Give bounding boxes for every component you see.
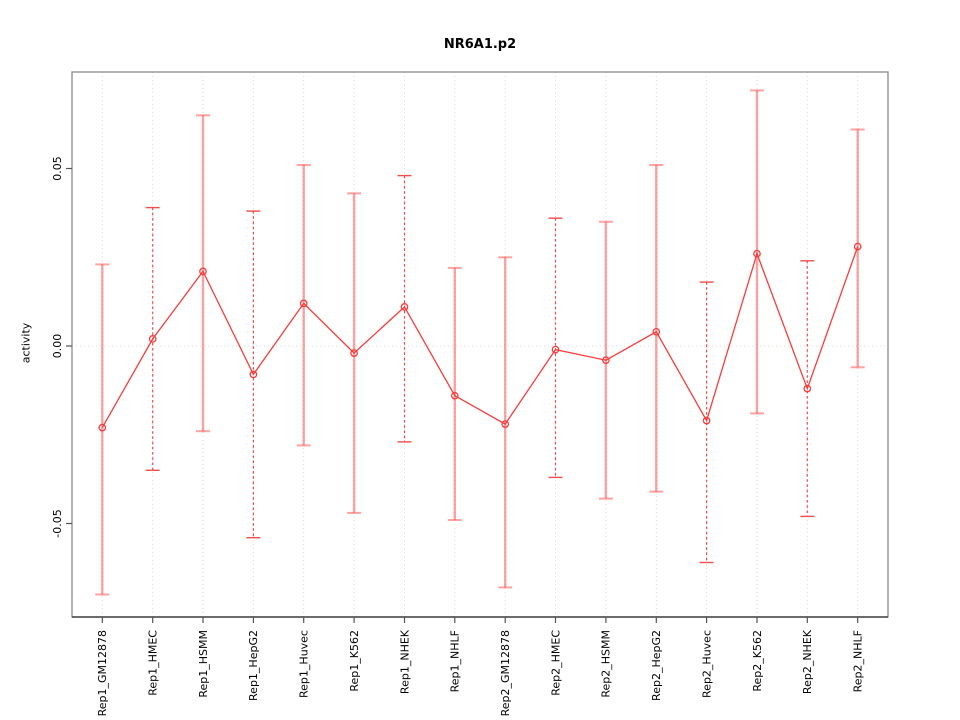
- svg-text:Rep1_HSMM: Rep1_HSMM: [197, 630, 210, 698]
- svg-text:Rep1_NHLF: Rep1_NHLF: [449, 630, 462, 692]
- svg-text:Rep1_Huvec: Rep1_Huvec: [298, 630, 311, 698]
- svg-text:Rep1_K562: Rep1_K562: [348, 630, 361, 692]
- svg-text:Rep1_HMEC: Rep1_HMEC: [147, 630, 160, 696]
- svg-text:Rep2_HepG2: Rep2_HepG2: [650, 630, 663, 701]
- plot-frame: [71, 71, 889, 618]
- svg-text:0.05: 0.05: [51, 156, 64, 181]
- chart-title: NR6A1.p2: [443, 37, 517, 52]
- error-bars: [95, 89, 865, 596]
- svg-text:Rep2_K562: Rep2_K562: [751, 630, 764, 692]
- data-points: [98, 242, 862, 432]
- svg-text:Rep2_HSMM: Rep2_HSMM: [600, 630, 613, 698]
- svg-text:Rep1_NHEK: Rep1_NHEK: [398, 629, 411, 694]
- svg-text:Rep1_HepG2: Rep1_HepG2: [247, 630, 260, 701]
- svg-text:-0.05: -0.05: [51, 509, 64, 537]
- svg-text:Rep2_HMEC: Rep2_HMEC: [549, 630, 562, 696]
- svg-text:Rep1_GM12878: Rep1_GM12878: [96, 630, 109, 716]
- gridlines: [72, 72, 888, 617]
- svg-text:Rep2_Huvec: Rep2_Huvec: [700, 630, 713, 698]
- svg-text:Rep2_NHEK: Rep2_NHEK: [801, 629, 814, 694]
- series-line: [101, 246, 859, 428]
- svg-text:Rep2_GM12878: Rep2_GM12878: [499, 630, 512, 716]
- svg-text:Rep2_NHLF: Rep2_NHLF: [852, 630, 865, 692]
- x-axis-ticks: Rep1_GM12878 Rep1_HMEC Rep1_HSMM Rep1_HepG2…: [96, 617, 865, 716]
- svg-text:0.00: 0.00: [51, 334, 64, 359]
- y-axis-ticks: 0.05 0.00 -0.05: [51, 156, 72, 538]
